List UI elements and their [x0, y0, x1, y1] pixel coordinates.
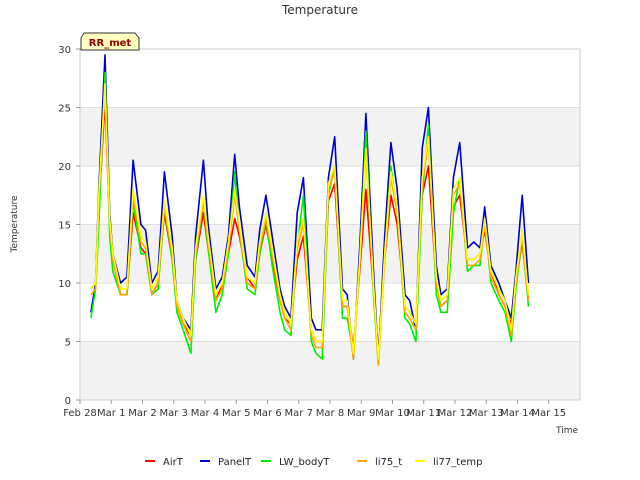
legend-item: li75_t [357, 457, 402, 468]
y-tick-label: 20 [58, 162, 71, 173]
x-tick-label: Mar 6 [253, 408, 281, 419]
background-bands [80, 107, 580, 400]
y-axis-ticks: 0 5 10 15 20 25 30 [58, 45, 80, 407]
x-tick-label: Mar 14 [500, 408, 535, 419]
x-tick-label: Mar 9 [347, 408, 375, 419]
series-line-li77-temp [90, 83, 530, 360]
chart-title: Temperature [281, 3, 358, 17]
legend-label: li75_t [375, 457, 402, 468]
y-tick-label: 30 [58, 45, 71, 56]
legend: AirT PanelT LW_bodyT li75_t li77_temp [145, 457, 482, 468]
legend-item: PanelT [200, 457, 252, 468]
y-tick-label: 10 [58, 279, 71, 290]
y-axis-title: Temperature [10, 195, 20, 253]
y-tick-label: 5 [65, 338, 71, 349]
station-badge: RR_met [80, 32, 140, 51]
station-badge-label: RR_met [89, 38, 132, 49]
background-band [80, 107, 580, 166]
x-tick-label: Mar 8 [316, 408, 344, 419]
y-tick-label: 15 [58, 221, 71, 232]
legend-item: LW_bodyT [261, 457, 330, 468]
x-tick-label: Mar 2 [128, 408, 156, 419]
legend-label: li77_temp [433, 457, 482, 468]
background-band [80, 341, 580, 400]
legend-label: LW_bodyT [279, 457, 330, 468]
background-band [80, 224, 580, 283]
legend-item: li77_temp [415, 457, 482, 468]
x-axis-title: Time [555, 426, 578, 436]
series-line-panelt [90, 54, 530, 360]
x-tick-label: Mar 3 [160, 408, 188, 419]
series-lines [90, 54, 530, 366]
x-tick-label: Mar 11 [406, 408, 441, 419]
x-tick-label: Mar 15 [531, 408, 566, 419]
x-tick-label: Mar 5 [222, 408, 250, 419]
x-axis-ticks: Feb 28 Mar 1 Mar 2 Mar 3 Mar 4 Mar 5 Mar 6 Mar … [63, 400, 566, 419]
x-tick-label: Mar 12 [438, 408, 473, 419]
x-tick-label: Mar 4 [191, 408, 219, 419]
y-tick-label: 0 [65, 396, 71, 407]
legend-label: PanelT [218, 457, 252, 468]
legend-label: AirT [163, 457, 184, 468]
y-tick-label: 25 [58, 104, 71, 115]
x-tick-label: Mar 1 [97, 408, 125, 419]
x-tick-label: Feb 28 [63, 408, 97, 419]
legend-item: AirT [145, 457, 184, 468]
x-tick-label: Mar 7 [285, 408, 313, 419]
x-tick-label: Mar 10 [375, 408, 410, 419]
x-tick-label: Mar 13 [469, 408, 504, 419]
